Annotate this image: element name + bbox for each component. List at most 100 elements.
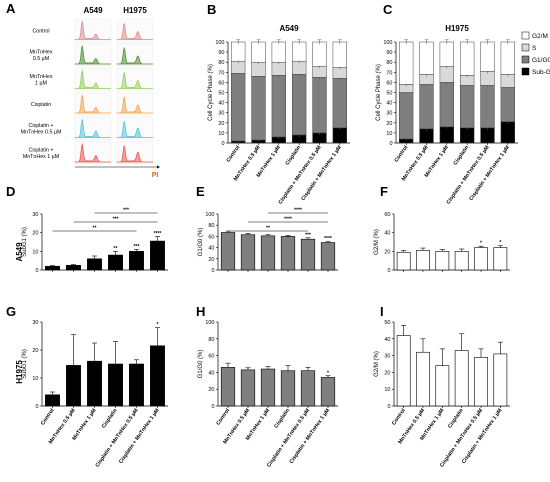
bar-segment	[271, 75, 286, 138]
bar	[280, 236, 296, 271]
significance-mark: ***	[134, 244, 140, 250]
row-label-h1975: H1975	[15, 360, 24, 384]
y-axis-label: G2/M (%)	[374, 351, 380, 377]
bar-segment	[332, 127, 347, 144]
category-label: Control	[391, 407, 407, 426]
legend-swatch	[521, 43, 530, 52]
chart-f: 0 20 40 60 G2/M (%) * *	[374, 212, 510, 274]
category-label: Cisplatin + MnTnHex 0.5 µM	[95, 407, 140, 468]
y-axis-label: Cell Cycle Phase (%)	[208, 64, 214, 121]
y-tick-label: 20	[32, 348, 38, 354]
bar-segment	[332, 41, 347, 68]
legend-label: Sub-G1	[532, 69, 550, 76]
y-axis-label: G2/M (%)	[374, 229, 380, 255]
bar	[150, 240, 165, 271]
bar	[435, 365, 450, 407]
bar-segment	[480, 41, 495, 72]
y-tick-label: 80	[208, 337, 214, 343]
y-tick-label: 50	[384, 320, 390, 326]
y-tick-label: 20	[384, 249, 390, 255]
bar	[474, 356, 488, 407]
histogram-curve	[74, 118, 111, 138]
bar	[220, 232, 236, 271]
bracket-label: **	[93, 226, 97, 232]
histogram-col-title: H1975	[123, 6, 147, 15]
y-tick-label: 0	[35, 268, 38, 274]
significance-mark: **	[114, 246, 118, 252]
histogram-curve	[116, 120, 153, 138]
histogram-row-label: 0.5 µM	[33, 56, 49, 62]
bar	[416, 351, 430, 407]
y-tick-label: 40	[208, 246, 214, 252]
panel-letter-c: C	[383, 2, 393, 17]
panel-letter-f: F	[380, 184, 388, 199]
y-tick-label: 100	[205, 212, 214, 218]
bar-segment	[332, 78, 347, 129]
bar	[129, 251, 144, 271]
y-tick-label: 40	[218, 101, 224, 107]
histogram-row-label: 1 µM	[35, 80, 47, 86]
histogram-curve	[116, 95, 153, 114]
histogram-row-label: Control	[32, 28, 49, 34]
y-tick-label: 50	[386, 91, 392, 97]
y-tick-label: 10	[386, 131, 392, 137]
bracket-label: ****	[284, 217, 292, 223]
significance-mark: ****	[324, 236, 332, 242]
histogram-curve	[116, 46, 153, 65]
y-tick-label: 20	[208, 257, 214, 263]
bar-segment	[500, 121, 515, 144]
significance-mark: *	[480, 241, 482, 247]
y-tick-label: 60	[208, 354, 214, 360]
histogram-curve	[116, 144, 153, 163]
histogram-row-label: Cisplatin +	[29, 148, 54, 154]
bar-segment	[460, 127, 475, 144]
bar	[129, 363, 144, 407]
y-tick-label: 60	[218, 80, 224, 86]
histogram-curve	[116, 22, 153, 40]
significance-mark: ***	[305, 232, 311, 238]
bar-segment	[251, 41, 266, 63]
category-label: Cisplatin	[447, 408, 465, 430]
bar	[260, 235, 276, 271]
y-tick-label: 80	[208, 223, 214, 229]
y-tick-label: 20	[386, 121, 392, 127]
significance-mark: *	[499, 240, 501, 246]
histogram-row-label: MnTnHex	[30, 50, 53, 56]
bar-segment	[439, 41, 454, 67]
bar-segment	[399, 92, 414, 140]
y-tick-label: 0	[211, 404, 214, 410]
y-axis-label: Cell Cycle Phase (%)	[376, 64, 382, 121]
bar	[416, 250, 430, 271]
category-label: Control	[215, 407, 231, 426]
bar-segment	[312, 77, 327, 134]
bar-segment	[460, 85, 475, 129]
bar-segment	[312, 41, 327, 67]
y-tick-label: 30	[32, 320, 38, 326]
category-label: Cisplatin + MnTnHex 1 µM	[118, 407, 161, 465]
category-label: Cisplatin + MnTnHex 1 µM	[289, 407, 332, 465]
bar	[240, 234, 256, 271]
chart-title: A549	[279, 24, 299, 33]
histogram-row-label: MnTnHex 1 µM	[23, 154, 59, 160]
bar	[454, 350, 469, 407]
y-tick-label: 10	[384, 387, 390, 393]
y-tick-label: 80	[386, 60, 392, 66]
panel-letter-b: B	[207, 2, 216, 17]
bar	[300, 370, 316, 407]
category-label: Cisplatin + MnTnHex 1 µM	[468, 144, 511, 202]
bar-segment	[500, 87, 515, 123]
bar	[396, 251, 411, 271]
bar	[260, 368, 276, 407]
histogram-curve	[74, 142, 111, 163]
significance-mark: ****	[154, 231, 162, 237]
significance-mark: *	[327, 370, 329, 376]
bar	[493, 247, 508, 271]
y-tick-label: 90	[218, 50, 224, 56]
histogram-row-label: Cisplatin +	[29, 123, 54, 129]
bracket-label: ****	[294, 208, 302, 214]
panel-letter-h: H	[196, 304, 205, 319]
bar	[220, 367, 236, 407]
category-label: Control	[226, 144, 242, 163]
row-label-a549: A549	[15, 242, 24, 262]
